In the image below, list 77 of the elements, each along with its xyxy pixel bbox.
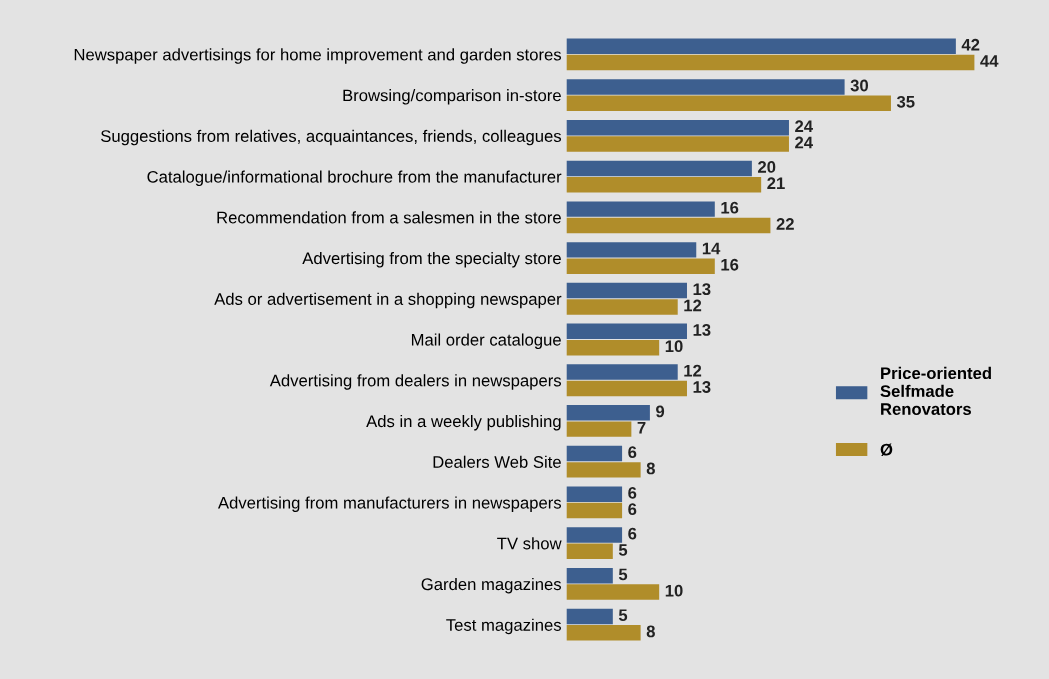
bar <box>566 160 752 177</box>
y-tick-label: Recommendation from a salesmen in the store <box>217 211 561 224</box>
data-label: 8 <box>646 462 655 475</box>
bar <box>566 568 613 584</box>
y-tick-label: Ads in a weekly publishing <box>366 414 561 431</box>
bar <box>566 405 650 421</box>
y-tick-label: Advertising from manufacturers in newspapers <box>217 496 562 512</box>
y-tick-label: Mail order catalogue <box>411 333 561 349</box>
y-tick-label: Catalogue/informational brochure from the manufacturer <box>147 170 562 187</box>
bar <box>566 95 891 111</box>
data-label: 12 <box>684 299 702 312</box>
bar <box>566 445 623 462</box>
bar <box>566 584 660 600</box>
data-label: 7 <box>637 421 646 434</box>
data-label: 22 <box>776 218 794 230</box>
bar <box>566 421 632 437</box>
bar <box>566 119 789 136</box>
data-label: 6 <box>628 527 637 540</box>
data-label: 8 <box>646 625 655 638</box>
data-label: 5 <box>618 568 628 581</box>
data-label: 9 <box>656 405 665 418</box>
bar <box>566 136 789 152</box>
y-tick-label: Advertising from the specialty store <box>302 251 561 268</box>
bar <box>566 527 623 543</box>
bar <box>566 201 715 217</box>
data-label: 30 <box>850 79 869 92</box>
data-label: 16 <box>721 258 739 271</box>
data-label: 44 <box>980 55 999 67</box>
y-tick-label: Ads or advertisement in a shopping newspaper <box>214 292 562 309</box>
bar <box>566 38 956 54</box>
bar <box>566 54 975 71</box>
data-label: 6 <box>628 446 637 459</box>
y-tick-label: TV show <box>497 537 562 550</box>
data-label: 5 <box>618 609 628 622</box>
data-label: 13 <box>693 381 711 393</box>
bar <box>566 502 623 519</box>
y-tick-label: Advertising from dealers in newspapers <box>269 374 562 390</box>
bar <box>566 486 623 503</box>
data-label: 14 <box>702 242 721 255</box>
bar <box>566 608 613 625</box>
bar <box>566 176 762 193</box>
bar <box>566 299 678 315</box>
data-label: 13 <box>693 283 711 296</box>
legend-label: Price-oriented Selfmade Renovators <box>880 366 991 415</box>
bar <box>566 323 687 340</box>
data-label: 5 <box>618 544 628 556</box>
data-label: 20 <box>758 161 776 173</box>
bar <box>566 543 613 560</box>
bar <box>566 242 697 258</box>
data-label: 6 <box>628 486 637 499</box>
data-label: 12 <box>684 364 702 377</box>
y-tick-label: Browsing/comparison in-store <box>343 89 561 105</box>
data-label: 24 <box>795 136 813 149</box>
bar <box>566 462 641 478</box>
y-tick-label: Suggestions from relatives, acquaintances, friends, colleagues <box>101 129 562 146</box>
data-label: 10 <box>665 584 683 597</box>
data-label: 24 <box>795 120 813 132</box>
bar <box>566 625 641 641</box>
y-tick-label: Dealers Web Site <box>433 455 561 468</box>
bar <box>566 380 687 397</box>
y-tick-label: Garden magazines <box>421 577 562 594</box>
data-label: 16 <box>721 201 739 214</box>
y-tick-label: Newspaper advertisings for home improvement and garden stores <box>74 48 562 64</box>
data-label: 42 <box>961 38 980 51</box>
bar <box>566 258 715 274</box>
bar <box>566 217 771 234</box>
bar <box>566 339 660 356</box>
data-label: 21 <box>767 177 785 189</box>
data-label: 10 <box>665 340 683 353</box>
y-tick-label: Test magazines <box>446 618 562 635</box>
data-label: 35 <box>896 95 915 108</box>
data-label: 6 <box>628 503 637 516</box>
bar <box>566 282 687 299</box>
legend-label: Ø <box>880 443 893 456</box>
bar <box>566 364 678 380</box>
bar <box>566 79 845 95</box>
data-label: 13 <box>693 324 711 336</box>
